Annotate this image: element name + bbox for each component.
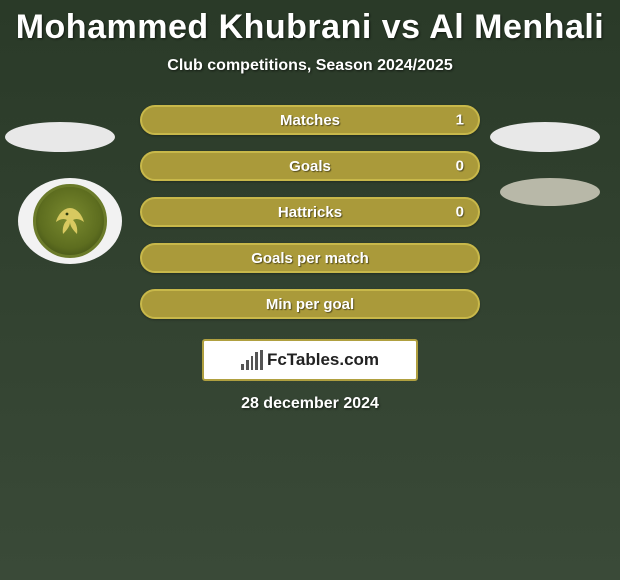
stat-value: 0: [456, 204, 464, 221]
page-subtitle: Club competitions, Season 2024/2025: [0, 57, 620, 75]
page-title: Mohammed Khubrani vs Al Menhali: [0, 8, 620, 47]
stats-list: Matches 1 Goals 0 Hattricks 0 Goals per …: [140, 105, 480, 319]
stat-row-min-per-goal: Min per goal: [140, 289, 480, 319]
logo-text: FcTables.com: [267, 350, 379, 370]
bar-chart-icon: [241, 350, 263, 370]
stat-value: 1: [456, 112, 464, 129]
player-right-placeholder-2-icon: [500, 178, 600, 206]
stat-label: Matches: [280, 112, 340, 129]
stat-row-matches: Matches 1: [140, 105, 480, 135]
date-label: 28 december 2024: [0, 395, 620, 413]
stat-label: Goals: [289, 158, 331, 175]
fctables-logo[interactable]: FcTables.com: [202, 339, 418, 381]
player-left-placeholder-icon: [5, 122, 115, 152]
eagle-icon: [50, 204, 90, 238]
club-badge: [18, 178, 122, 264]
stat-label: Min per goal: [266, 296, 354, 313]
stat-label: Hattricks: [278, 204, 342, 221]
stat-value: 0: [456, 158, 464, 175]
stat-row-goals: Goals 0: [140, 151, 480, 181]
stat-label: Goals per match: [251, 250, 369, 267]
stat-row-hattricks: Hattricks 0: [140, 197, 480, 227]
player-right-placeholder-icon: [490, 122, 600, 152]
stat-row-goals-per-match: Goals per match: [140, 243, 480, 273]
